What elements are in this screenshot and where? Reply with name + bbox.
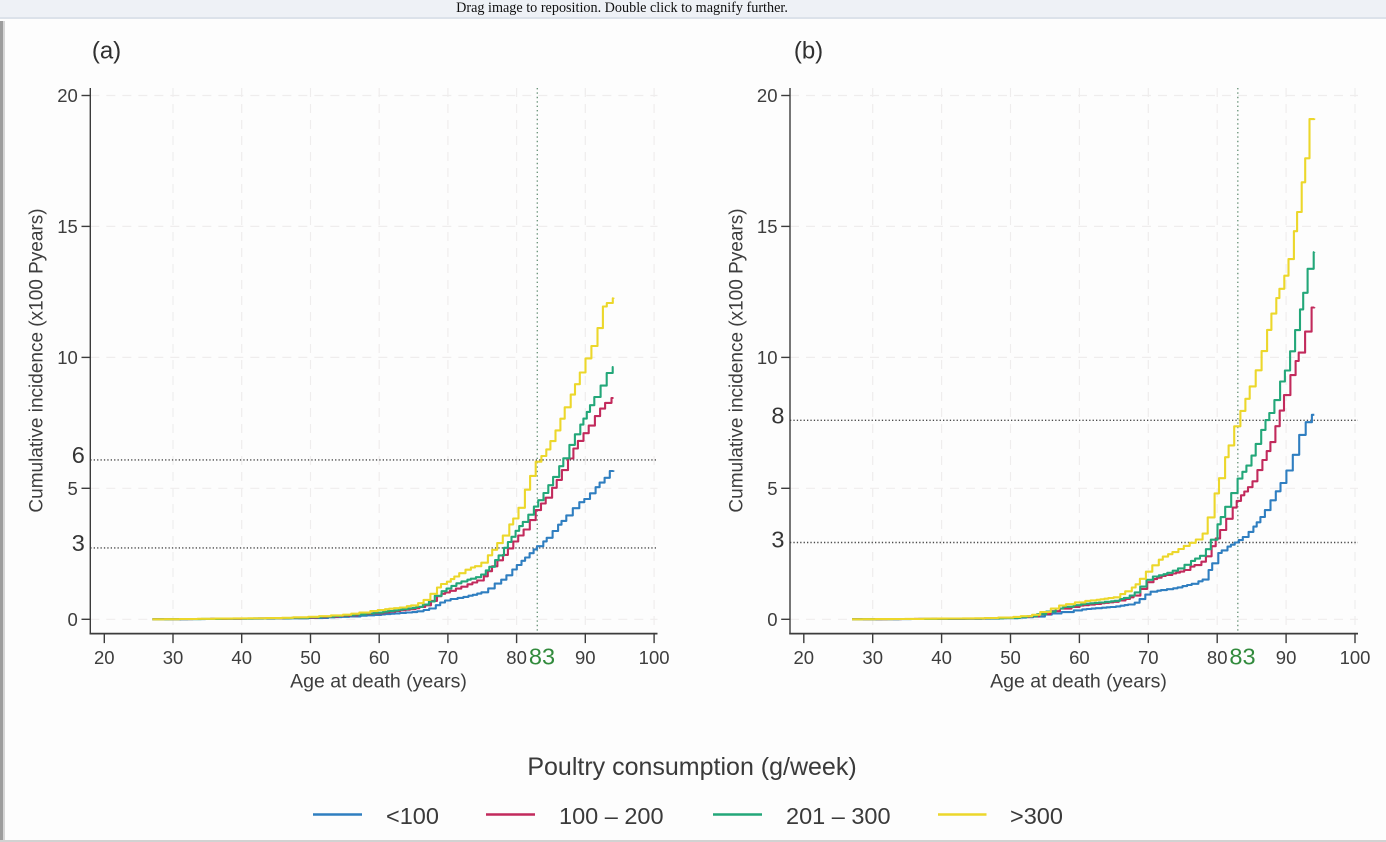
- svg-text:(a): (a): [92, 38, 121, 65]
- svg-text:Age at death (years): Age at death (years): [990, 671, 1167, 693]
- svg-text:83: 83: [1229, 644, 1255, 670]
- svg-text:Age at death (years): Age at death (years): [290, 671, 467, 693]
- svg-text:40: 40: [231, 647, 252, 668]
- svg-text:>300: >300: [1010, 803, 1063, 829]
- svg-text:0: 0: [767, 609, 777, 630]
- svg-text:8: 8: [771, 403, 784, 429]
- svg-text:80: 80: [506, 647, 527, 668]
- svg-text:Poultry consumption (g/week): Poultry consumption (g/week): [527, 753, 856, 781]
- svg-text:20: 20: [94, 647, 115, 668]
- svg-text:5: 5: [68, 478, 78, 499]
- svg-text:3: 3: [72, 530, 85, 556]
- svg-text:6: 6: [72, 442, 85, 468]
- svg-text:<100: <100: [386, 803, 439, 829]
- svg-text:5: 5: [767, 478, 777, 499]
- svg-text:Cumulative incidence (x100 Pye: Cumulative incidence (x100 Pyears): [27, 208, 48, 512]
- svg-text:50: 50: [1000, 647, 1021, 668]
- svg-text:50: 50: [300, 647, 321, 668]
- svg-text:10: 10: [57, 347, 78, 368]
- svg-text:40: 40: [931, 647, 952, 668]
- svg-text:90: 90: [575, 647, 596, 668]
- svg-text:80: 80: [1207, 647, 1228, 668]
- svg-text:(b): (b): [794, 38, 823, 65]
- svg-text:60: 60: [369, 647, 390, 668]
- svg-text:201 – 300: 201 – 300: [786, 803, 891, 829]
- svg-text:30: 30: [862, 647, 883, 668]
- svg-text:10: 10: [757, 347, 778, 368]
- svg-text:0: 0: [68, 609, 78, 630]
- svg-text:20: 20: [794, 647, 815, 668]
- svg-text:15: 15: [757, 216, 778, 237]
- svg-text:Cumulative incidence (x100 Pye: Cumulative incidence (x100 Pyears): [727, 208, 748, 512]
- svg-text:70: 70: [438, 647, 459, 668]
- svg-text:3: 3: [771, 526, 784, 552]
- svg-text:100: 100: [1340, 647, 1371, 668]
- svg-text:30: 30: [163, 647, 184, 668]
- svg-text:60: 60: [1069, 647, 1090, 668]
- svg-text:83: 83: [529, 644, 555, 670]
- svg-text:20: 20: [57, 85, 78, 106]
- svg-text:15: 15: [57, 216, 78, 237]
- svg-text:100 – 200: 100 – 200: [559, 803, 664, 829]
- svg-text:100: 100: [639, 647, 670, 668]
- svg-text:70: 70: [1138, 647, 1159, 668]
- svg-text:90: 90: [1276, 647, 1297, 668]
- svg-text:20: 20: [757, 85, 778, 106]
